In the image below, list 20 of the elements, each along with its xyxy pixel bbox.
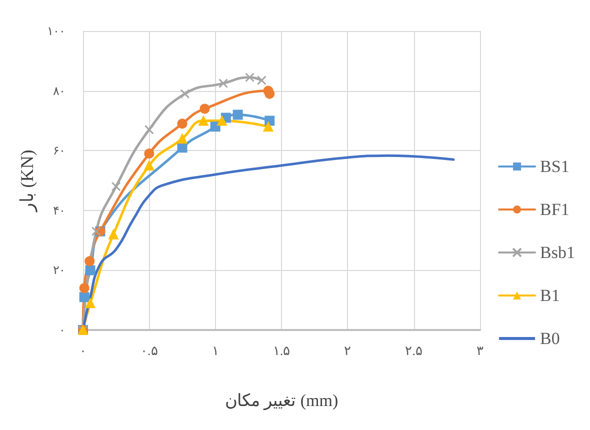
y-tick-label: ۶۰ xyxy=(53,144,65,158)
legend-label: BS1 xyxy=(540,157,570,176)
legend-label: BF1 xyxy=(540,200,570,219)
legend-label: B0 xyxy=(540,329,560,348)
x-tick-label: ۱ xyxy=(212,343,219,358)
x-tick-label: ۱.۵ xyxy=(272,343,290,358)
x-tick-label: ۳ xyxy=(476,343,484,358)
y-tick-label: ۰ xyxy=(59,323,65,337)
x-axis-title: تغییر مکان (mm) xyxy=(224,391,338,411)
x-tick-label: ۰ xyxy=(80,343,86,358)
x-tick-label: ۲ xyxy=(344,343,352,358)
y-tick-label: ۱۰۰ xyxy=(47,24,65,38)
y-tick-label: ۲۰ xyxy=(53,263,65,278)
y-axis-title: بار (KN) xyxy=(17,150,38,212)
x-tick-label: ۲.۵ xyxy=(405,343,422,358)
x-tick-label: ۰.۵ xyxy=(140,343,158,358)
legend-label: Bsb1 xyxy=(540,243,576,262)
y-tick-label: ۸۰ xyxy=(53,84,65,98)
y-tick-label: ۴۰ xyxy=(53,203,65,218)
legend-label: B1 xyxy=(540,286,560,305)
